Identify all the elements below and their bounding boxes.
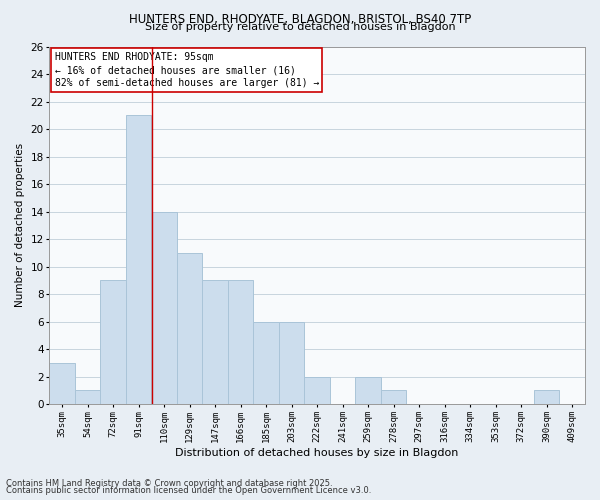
Bar xyxy=(381,390,406,404)
Text: HUNTERS END RHODYATE: 95sqm
← 16% of detached houses are smaller (16)
82% of sem: HUNTERS END RHODYATE: 95sqm ← 16% of det… xyxy=(55,52,319,88)
Bar xyxy=(151,212,177,404)
Bar xyxy=(534,390,559,404)
Bar xyxy=(177,253,202,404)
Text: Size of property relative to detached houses in Blagdon: Size of property relative to detached ho… xyxy=(145,22,455,32)
Bar xyxy=(304,376,330,404)
Bar xyxy=(253,322,279,404)
Text: HUNTERS END, RHODYATE, BLAGDON, BRISTOL, BS40 7TP: HUNTERS END, RHODYATE, BLAGDON, BRISTOL,… xyxy=(129,12,471,26)
Bar xyxy=(49,363,75,404)
Bar xyxy=(202,280,228,404)
Text: Contains HM Land Registry data © Crown copyright and database right 2025.: Contains HM Land Registry data © Crown c… xyxy=(6,478,332,488)
Bar xyxy=(355,376,381,404)
Bar xyxy=(100,280,126,404)
Text: Contains public sector information licensed under the Open Government Licence v3: Contains public sector information licen… xyxy=(6,486,371,495)
Bar xyxy=(279,322,304,404)
Bar xyxy=(126,116,151,404)
Bar xyxy=(75,390,100,404)
X-axis label: Distribution of detached houses by size in Blagdon: Distribution of detached houses by size … xyxy=(175,448,459,458)
Y-axis label: Number of detached properties: Number of detached properties xyxy=(15,144,25,308)
Bar xyxy=(228,280,253,404)
